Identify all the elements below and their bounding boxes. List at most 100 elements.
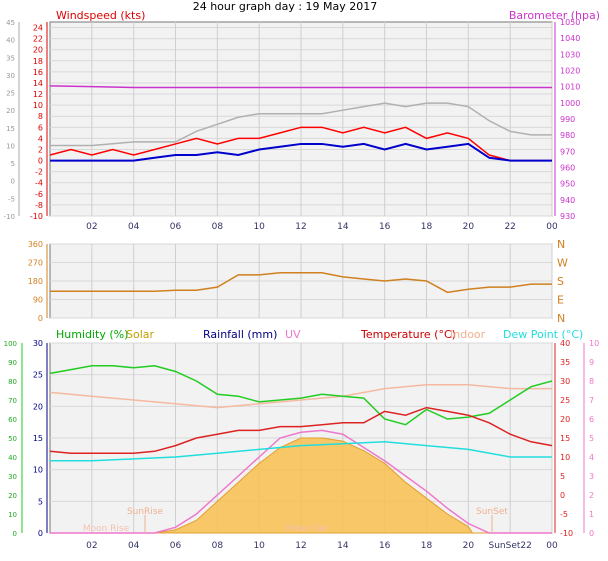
direction-tick-label: 360 [28, 240, 43, 249]
compass-label: E [557, 294, 564, 307]
humidity-tick-label: 0 [13, 530, 17, 538]
wind-tick-label: -4 [35, 179, 43, 188]
wind-tick-label: 16 [33, 68, 43, 77]
baro-tick-label: 1020 [560, 67, 580, 76]
gray-tick-label: -5 [8, 195, 15, 203]
gray-tick-label: -10 [4, 213, 15, 221]
humidity-tick-label: 60 [8, 416, 17, 424]
wind-tick-label: -10 [30, 212, 43, 221]
indoor-line [49, 384, 552, 409]
wind-axis-label: Windspeed (kts) [56, 9, 145, 22]
baro-tick-label: 1000 [560, 99, 580, 108]
gray-tick-label: 10 [6, 142, 15, 150]
uv-tick-label: 3 [589, 472, 594, 481]
x-tick-label: 06 [170, 541, 182, 551]
wind-tick-label: 4 [38, 134, 43, 143]
rainfall-tick-label: 0 [38, 529, 43, 538]
rainfall-tick-label: 10 [33, 466, 43, 475]
uv-tick-label: 5 [589, 434, 594, 443]
wind-tick-label: 6 [38, 123, 43, 132]
wind-tick-label: 12 [33, 90, 43, 99]
humidity-tick-label: 70 [8, 397, 17, 405]
baro-tick-label: 970 [560, 147, 575, 156]
x-tick-label: 12 [295, 222, 306, 232]
x-tick-label: 00 [546, 541, 558, 551]
gray-tick-label: 20 [6, 107, 15, 115]
gray-tick-label: 30 [6, 72, 15, 80]
humidity-label: Humidity (%) [56, 328, 128, 341]
wind-tick-label: 2 [38, 145, 43, 154]
wind-tick-label: 8 [38, 112, 43, 121]
baro-tick-label: 1050 [560, 18, 580, 27]
temp-tick-label: 0 [560, 491, 565, 500]
sunset-label: SunSet [476, 507, 508, 517]
wind-gust-line [49, 126, 552, 162]
rainfall-tick-label: 15 [33, 434, 43, 443]
humidity-tick-label: 50 [8, 435, 17, 443]
compass-label: S [557, 275, 564, 288]
moonset-label: Moon Set [286, 524, 329, 534]
gray-tick-label: 45 [6, 19, 15, 27]
uv-tick-label: 4 [589, 453, 594, 462]
temp-tick-label: 20 [560, 415, 570, 424]
temp-tick-label: 40 [560, 339, 570, 348]
wind-tick-label: 0 [38, 157, 43, 166]
rainfall-tick-label: 5 [38, 497, 43, 506]
barometer-axis-label: Barometer (hpa) [509, 9, 600, 22]
temp-tick-label: 15 [560, 434, 570, 443]
x-tick-label: 20 [463, 541, 475, 551]
uv-tick-label: 1 [589, 510, 594, 519]
rainfall-tick-label: 25 [33, 371, 43, 380]
direction-tick-label: 180 [28, 277, 43, 286]
indoor-label: Indoor [450, 328, 486, 341]
gray-tick-label: 5 [11, 160, 15, 168]
baro-tick-label: 1030 [560, 50, 580, 59]
temperature-line [49, 406, 553, 454]
gray-tick-label: 25 [6, 90, 15, 98]
x-tick-label: 10 [253, 222, 265, 232]
sunrise-label: SunRise [127, 507, 164, 517]
baro-tick-label: 990 [560, 115, 575, 124]
x-tick-label: 08 [212, 541, 224, 551]
wind-tick-label: -6 [35, 190, 43, 199]
wind-tick-label: 18 [33, 57, 43, 66]
barometer-line [49, 85, 552, 89]
humidity-tick-label: 10 [8, 511, 17, 519]
uv-tick-label: 0 [589, 529, 594, 538]
gray-tick-label: 40 [6, 37, 15, 45]
direction-tick-label: 0 [38, 314, 43, 323]
x-tick-label: 00 [546, 222, 558, 232]
x-tick-label: 14 [337, 222, 349, 232]
gray-tick-label: 0 [11, 178, 15, 186]
temperature-label: Temperature (°C) [360, 328, 456, 341]
temp-tick-label: 5 [560, 472, 565, 481]
baro-tick-label: 940 [560, 196, 575, 205]
temp-tick-label: 25 [560, 396, 570, 405]
uv-tick-label: 9 [589, 358, 594, 367]
humidity-tick-label: 90 [8, 359, 17, 367]
gray-tick-label: 15 [6, 125, 15, 133]
compass-label: N [557, 238, 565, 251]
dew-point-line [50, 441, 552, 462]
temp-tick-label: 10 [560, 453, 570, 462]
uv-tick-label: 2 [589, 491, 594, 500]
gray-tick-label: 35 [6, 54, 15, 62]
x-tick-label: 18 [421, 222, 433, 232]
rainfall-tick-label: 20 [33, 402, 43, 411]
x-tick-label: 04 [128, 222, 140, 232]
x-tick-label: 02 [86, 222, 97, 232]
baro-tick-label: 980 [560, 131, 575, 140]
x-tick-label: 16 [379, 222, 391, 232]
uv-line [50, 429, 552, 534]
uv-label: UV [285, 328, 301, 341]
x-tick-label: 02 [86, 541, 97, 551]
uv-tick-label: 10 [589, 339, 599, 348]
temp-tick-label: 35 [560, 358, 570, 367]
wind-tick-label: 14 [33, 79, 43, 88]
uv-tick-label: 6 [589, 415, 594, 424]
compass-label: N [557, 312, 565, 325]
x-tick-label: 16 [379, 541, 391, 551]
solar-label: Solar [126, 328, 155, 341]
direction-tick-label: 90 [33, 296, 43, 305]
